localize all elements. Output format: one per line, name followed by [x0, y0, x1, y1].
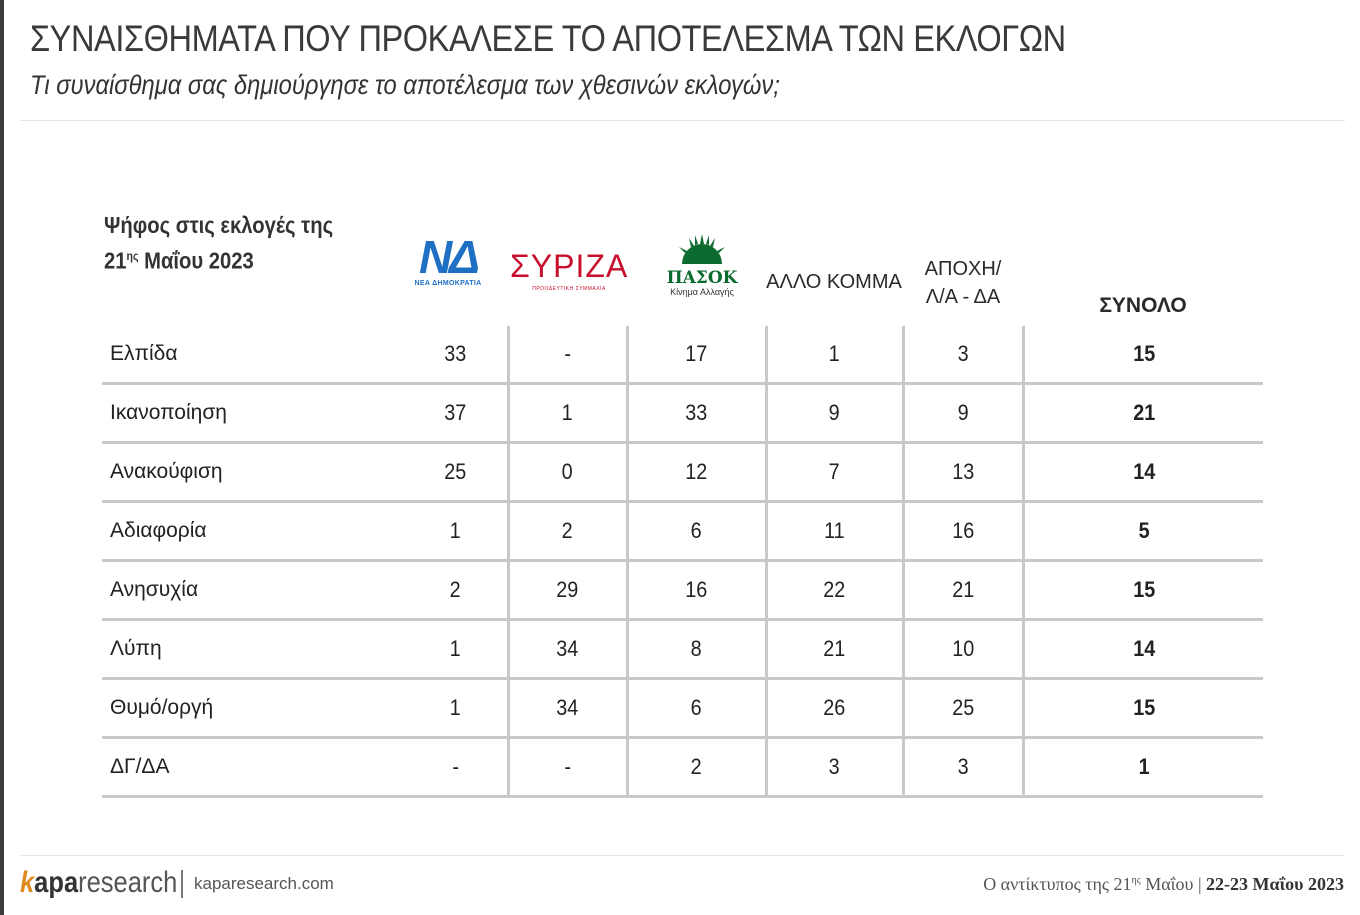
- column-header-abstain: ΑΠΟΧΗ/ Λ/Α - ΔΑ: [924, 258, 1002, 308]
- cell-total: 14: [1023, 619, 1263, 680]
- table-row: Ανησυχία 2 29 16 22 21 15: [102, 560, 1263, 621]
- cell-nd: 25: [404, 442, 510, 503]
- cell-pasok: 8: [627, 619, 768, 680]
- row-header-label: Ψήφος στις εκλογές της 21ης Μαΐου 2023: [104, 210, 333, 277]
- cell-pasok: 12: [627, 442, 768, 503]
- row-header-line2: 21ης Μαΐου 2023: [104, 247, 254, 274]
- pasok-sun-icon: [679, 234, 725, 264]
- table-row: Ανακούφιση 25 0 12 7 13 14: [102, 442, 1263, 503]
- table-row: Αδιαφορία 1 2 6 11 16 5: [102, 501, 1263, 562]
- cell-nd: 1: [404, 678, 510, 739]
- cell-syriza: 0: [508, 442, 629, 503]
- cell-total: 14: [1023, 442, 1263, 503]
- row-label: Λύπη: [102, 619, 404, 680]
- pasok-logo-name: ΠΑΣΟΚ: [666, 268, 738, 288]
- table-row: ΔΓ/ΔΑ - -2 3 3 1: [102, 737, 1263, 798]
- row-label: Θυμό/οργή: [102, 678, 404, 739]
- cell-total: 5: [1023, 501, 1263, 562]
- cell-abstain: 21: [903, 560, 1025, 621]
- cell-syriza: 2: [508, 501, 629, 562]
- row-label: Ανακούφιση: [102, 442, 404, 503]
- nd-logo: ΝΔ ΝΕΑ ΔΗΜΟΚΡΑΤΙΑ: [398, 234, 498, 287]
- cell-syriza: 34: [508, 619, 629, 680]
- cell-pasok: 33: [627, 383, 768, 444]
- slide-title: ΣΥΝΑΙΣΘΗΜΑΤΑ ΠΟΥ ΠΡΟΚΑΛΕΣΕ ΤΟ ΑΠΟΤΕΛΕΣΜΑ…: [30, 18, 1066, 59]
- cell-abstain: 13: [903, 442, 1025, 503]
- cell-abstain: 25: [903, 678, 1025, 739]
- cell-syriza: -: [508, 326, 629, 385]
- footer-separator: [181, 870, 183, 898]
- column-header-other: ΑΛΛΟ ΚΟΜΜΑ: [766, 271, 902, 293]
- nd-logo-subtitle: ΝΕΑ ΔΗΜΟΚΡΑΤΙΑ: [414, 280, 482, 287]
- cell-other: 21: [766, 619, 905, 680]
- top-divider: [20, 120, 1345, 121]
- left-edge-bar: [0, 0, 4, 915]
- cell-total: 1: [1023, 737, 1263, 798]
- cell-pasok: 6: [627, 501, 768, 562]
- row-header-line1: Ψήφος στις εκλογές της: [104, 212, 334, 238]
- cell-other: 22: [766, 560, 905, 621]
- row-label: Ελπίδα: [102, 326, 404, 385]
- cell-pasok: 16: [627, 560, 768, 621]
- cell-nd: 33: [404, 326, 510, 385]
- table-row: Ικανοποίηση 37 1 33 9 9 21: [102, 383, 1263, 444]
- syriza-logo: ΣΥΡΙΖΑ ΠΡΟΟΔΕΥΤΙΚΗ ΣΥΜΜΑΧΙΑ: [510, 246, 628, 292]
- cell-abstain: 10: [903, 619, 1025, 680]
- pasok-logo: ΠΑΣΟΚ Κίνημα Αλλαγής: [652, 234, 752, 297]
- cell-nd: -: [404, 737, 510, 798]
- table-row: Ελπίδα 33-17 1 3 15: [102, 326, 1263, 385]
- footer-note: Ο αντίκτυπος της 21ης Μαΐου | 22-23 Μαΐο…: [983, 874, 1344, 894]
- pasok-logo-subtitle: Κίνημα Αλλαγής: [670, 287, 734, 297]
- footer-website: kaparesearch.com: [194, 874, 334, 893]
- cell-total: 21: [1023, 383, 1263, 444]
- cell-abstain: 9: [903, 383, 1025, 444]
- cell-abstain: 3: [903, 326, 1025, 385]
- cell-pasok: 2: [627, 737, 768, 798]
- cell-syriza: 34: [508, 678, 629, 739]
- cell-other: 1: [766, 326, 905, 385]
- row-label: Αδιαφορία: [102, 501, 404, 562]
- table-row: Λύπη 1 34 8 21 10 14: [102, 619, 1263, 680]
- table-row: Θυμό/οργή 1 34 6 26 25 15: [102, 678, 1263, 739]
- cell-other: 7: [766, 442, 905, 503]
- cell-pasok: 6: [627, 678, 768, 739]
- results-table: Ελπίδα 33-17 1 3 15 Ικανοποίηση 37 1 33 9 9 21 Ανακο…: [102, 326, 1263, 798]
- cell-nd: 1: [404, 501, 510, 562]
- syriza-logo-subtitle: ΠΡΟΟΔΕΥΤΙΚΗ ΣΥΜΜΑΧΙΑ: [532, 286, 606, 292]
- column-header-total: ΣΥΝΟΛΟ: [1099, 294, 1187, 317]
- kapa-research-logo: kaparesearch: [20, 866, 178, 899]
- cell-syriza: -: [508, 737, 629, 798]
- nd-logo-mark: ΝΔ: [418, 231, 480, 283]
- cell-syriza: 29: [508, 560, 629, 621]
- cell-total: 15: [1023, 560, 1263, 621]
- cell-total: 15: [1023, 326, 1263, 385]
- syriza-logo-mark: ΣΥΡΙΖΑ: [510, 248, 629, 284]
- cell-abstain: 16: [903, 501, 1025, 562]
- cell-nd: 2: [404, 560, 510, 621]
- cell-other: 3: [766, 737, 905, 798]
- cell-nd: 1: [404, 619, 510, 680]
- row-label: ΔΓ/ΔΑ: [102, 737, 404, 798]
- cell-pasok: 17: [627, 326, 768, 385]
- cell-total: 15: [1023, 678, 1263, 739]
- cell-syriza: 1: [508, 383, 629, 444]
- cell-other: 9: [766, 383, 905, 444]
- row-label: Ικανοποίηση: [102, 383, 404, 444]
- footer-date: 22-23 Μαΐου 2023: [1206, 874, 1344, 894]
- survey-question: Τι συναίσθημα σας δημιούργησε το αποτέλε…: [30, 70, 780, 100]
- cell-other: 11: [766, 501, 905, 562]
- row-label: Ανησυχία: [102, 560, 404, 621]
- bottom-divider: [20, 855, 1345, 856]
- cell-other: 26: [766, 678, 905, 739]
- cell-nd: 37: [404, 383, 510, 444]
- cell-abstain: 3: [903, 737, 1025, 798]
